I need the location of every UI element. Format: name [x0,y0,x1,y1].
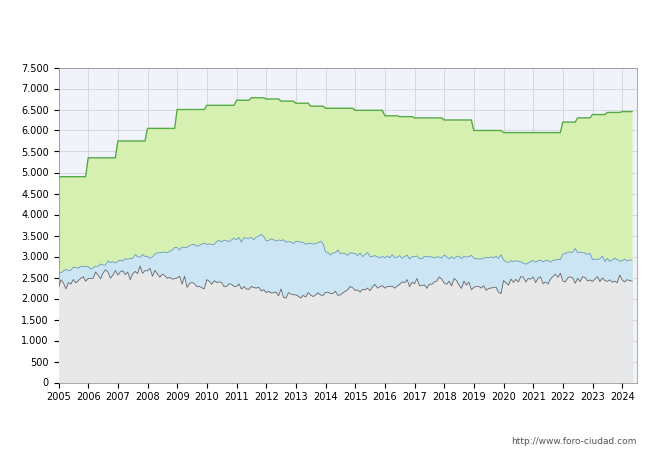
Text: El Espinar - Evolucion de la poblacion en edad de Trabajar Mayo de 2024: El Espinar - Evolucion de la poblacion e… [92,13,558,26]
Text: http://www.foro-ciudad.com: http://www.foro-ciudad.com [512,436,637,446]
